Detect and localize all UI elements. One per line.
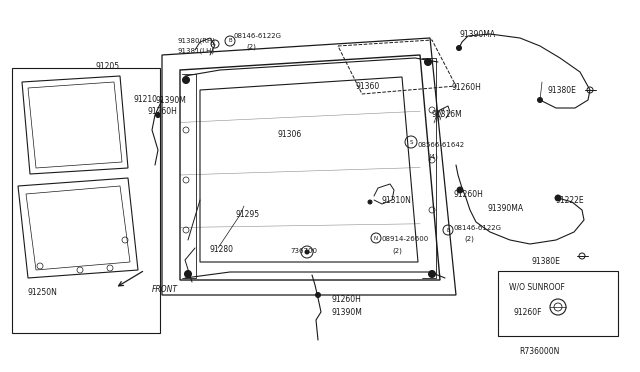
Bar xyxy=(498,271,618,336)
Text: 91360: 91360 xyxy=(355,82,380,91)
Circle shape xyxy=(316,292,321,298)
Text: 91380E: 91380E xyxy=(532,257,561,266)
Text: W/O SUNROOF: W/O SUNROOF xyxy=(509,283,565,292)
Text: 08146-6122G: 08146-6122G xyxy=(454,225,502,231)
Text: R736000N: R736000N xyxy=(519,347,559,356)
Text: 736700: 736700 xyxy=(290,248,317,254)
Circle shape xyxy=(538,97,543,103)
Text: B: B xyxy=(446,228,450,232)
Circle shape xyxy=(429,270,435,278)
Text: 91260H: 91260H xyxy=(148,107,178,116)
Circle shape xyxy=(456,45,461,51)
Text: 91280: 91280 xyxy=(210,245,234,254)
Text: 91222E: 91222E xyxy=(556,196,584,205)
Circle shape xyxy=(424,58,431,65)
Text: (4): (4) xyxy=(428,153,438,160)
Bar xyxy=(12,68,160,333)
Text: 91210: 91210 xyxy=(133,95,157,104)
Text: 91260H: 91260H xyxy=(454,190,484,199)
Text: 91381(LH): 91381(LH) xyxy=(178,48,215,55)
Circle shape xyxy=(182,77,189,83)
Circle shape xyxy=(457,187,463,193)
Text: (2): (2) xyxy=(392,247,402,253)
Text: 08566-61642: 08566-61642 xyxy=(418,142,465,148)
Text: 91390MA: 91390MA xyxy=(488,204,524,213)
Text: R: R xyxy=(210,42,214,46)
Text: 91390M: 91390M xyxy=(332,308,363,317)
Text: 91205: 91205 xyxy=(95,62,119,71)
Text: 91260H: 91260H xyxy=(451,83,481,92)
Text: 91295: 91295 xyxy=(236,210,260,219)
Text: (2): (2) xyxy=(464,236,474,243)
Text: 91380E: 91380E xyxy=(547,86,576,95)
Text: 91250N: 91250N xyxy=(28,288,58,297)
Text: 08146-6122G: 08146-6122G xyxy=(234,33,282,39)
Text: FRONT: FRONT xyxy=(152,285,178,294)
Text: 08914-26600: 08914-26600 xyxy=(382,236,429,242)
Text: 91316M: 91316M xyxy=(432,110,463,119)
Text: (2): (2) xyxy=(246,43,256,49)
Text: 91310N: 91310N xyxy=(382,196,412,205)
Text: 91306: 91306 xyxy=(278,130,302,139)
Text: 91260F: 91260F xyxy=(513,308,541,317)
Text: 91390MA: 91390MA xyxy=(459,30,495,39)
Circle shape xyxy=(555,195,561,201)
Circle shape xyxy=(184,270,191,278)
Circle shape xyxy=(368,200,372,204)
Text: 91380(RH): 91380(RH) xyxy=(178,38,216,45)
Circle shape xyxy=(156,112,161,118)
Text: N: N xyxy=(374,235,378,241)
Text: 91390M: 91390M xyxy=(155,96,186,105)
Text: S: S xyxy=(409,140,413,144)
Circle shape xyxy=(305,250,309,254)
Text: 91260H: 91260H xyxy=(332,295,362,304)
Text: B: B xyxy=(228,38,232,44)
